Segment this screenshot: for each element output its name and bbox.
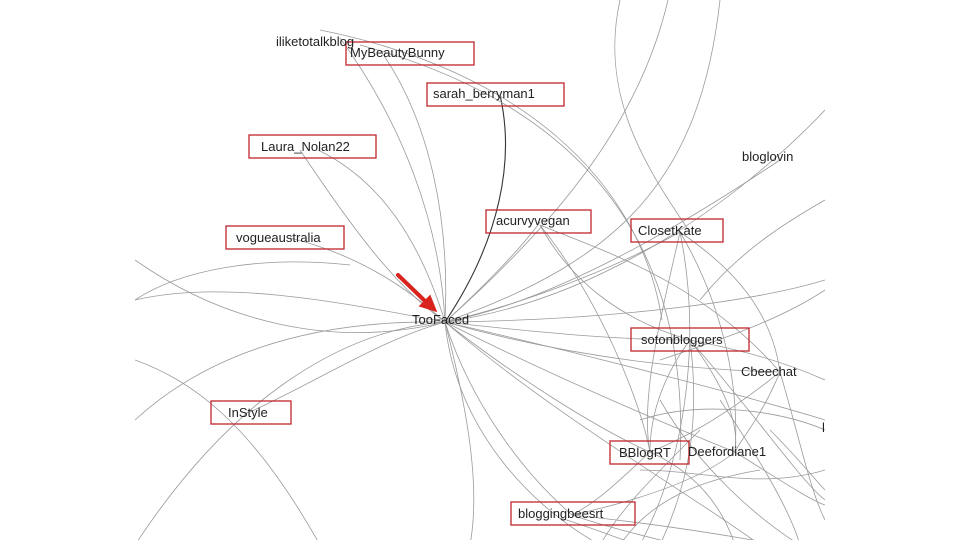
- edge: [444, 159, 781, 323]
- edge: [699, 199, 825, 301]
- highlight-box-laura-nolan22: [248, 134, 377, 159]
- node-label-laura-nolan22: Laura_Nolan22: [261, 139, 350, 154]
- edge: [444, 321, 475, 540]
- edge: [444, 321, 593, 540]
- node-label-partial: l: [822, 420, 825, 435]
- highlight-box-bblogrt: [609, 440, 690, 465]
- edge: [539, 224, 651, 453]
- edge-dark: [444, 94, 507, 323]
- highlight-box-bloggingbeesrt: [510, 501, 636, 526]
- node-label-iliketotalkblog: iliketotalkblog: [276, 34, 354, 49]
- red-arrow-icon: [396, 273, 438, 313]
- edge: [444, 321, 781, 373]
- edge: [649, 371, 781, 453]
- edge: [299, 149, 446, 323]
- edge: [444, 321, 573, 516]
- node-label-bloggingbeesrt: bloggingbeesrt: [518, 506, 604, 521]
- edge: [135, 359, 318, 540]
- edges: [135, 0, 825, 540]
- edge: [539, 224, 781, 373]
- edge: [639, 469, 825, 480]
- edge: [444, 0, 721, 323]
- edge: [319, 29, 663, 321]
- edge: [339, 37, 446, 323]
- node-label-toofaced: TooFaced: [412, 312, 469, 327]
- highlight-box-closetkate: [630, 218, 724, 243]
- edge: [539, 224, 691, 341]
- edge: [623, 469, 761, 540]
- node-label-sotonbloggers: sotonbloggers: [641, 332, 723, 347]
- highlight-box-sotonbloggers: [630, 327, 750, 352]
- edge: [689, 339, 737, 453]
- edge: [444, 321, 825, 421]
- highlight-box-vogueaustralia: [225, 225, 345, 250]
- node-label-mybeautybunny: MyBeautyBunny: [350, 45, 445, 60]
- edge: [734, 451, 825, 506]
- highlight-boxes: [210, 41, 750, 526]
- edge: [249, 321, 446, 413]
- node-label-sarah-berryman1: sarah_berryman1: [433, 86, 535, 101]
- node-label-closetkate: ClosetKate: [638, 223, 702, 238]
- edge: [734, 371, 781, 453]
- highlight-box-sarah-berryman1: [426, 82, 565, 107]
- node-label-instyle: InStyle: [228, 405, 268, 420]
- edge: [444, 321, 754, 540]
- edge: [639, 408, 825, 431]
- edge: [379, 49, 447, 323]
- node-label-deefordiane1: Deefordiane1: [688, 444, 766, 459]
- edge: [444, 321, 691, 341]
- edge: [444, 221, 541, 323]
- edge: [444, 0, 669, 323]
- edge: [614, 0, 691, 233]
- edge: [559, 517, 625, 540]
- edge: [689, 339, 825, 501]
- edge: [779, 371, 825, 521]
- edge: [135, 261, 351, 301]
- edge: [571, 451, 651, 516]
- edge: [769, 429, 825, 491]
- edge: [135, 321, 441, 421]
- edge: [659, 399, 793, 540]
- edge: [571, 514, 662, 540]
- highlight-box-mybeautybunny: [345, 41, 475, 66]
- edge: [444, 321, 736, 453]
- edge: [602, 429, 701, 540]
- node-label-bloglovin: bloglovin: [742, 149, 793, 164]
- node-label-vogueaustralia: vogueaustralia: [236, 230, 321, 245]
- node-labels: iliketotalkblog MyBeautyBunny sarah_berr…: [228, 34, 825, 521]
- edge: [661, 339, 695, 540]
- edge: [642, 231, 691, 540]
- highlight-box-acurvyvegan: [485, 209, 592, 234]
- edge: [679, 231, 737, 453]
- node-label-bblogrt: BBlogRT: [619, 445, 671, 460]
- edge: [719, 399, 799, 540]
- edge: [444, 321, 651, 453]
- edge: [444, 279, 825, 323]
- edge: [646, 231, 681, 453]
- node-label-acurvyvegan: acurvyvegan: [496, 213, 570, 228]
- edge: [649, 451, 734, 540]
- edge: [289, 237, 446, 323]
- edge: [689, 339, 825, 381]
- edge: [359, 44, 682, 461]
- node-label-cbeechat: Cbeechat: [741, 364, 797, 379]
- edge: [571, 451, 736, 516]
- edge: [137, 321, 446, 540]
- highlight-box-instyle: [210, 400, 292, 425]
- edge: [659, 289, 825, 361]
- edge: [317, 149, 446, 323]
- edge: [135, 291, 446, 323]
